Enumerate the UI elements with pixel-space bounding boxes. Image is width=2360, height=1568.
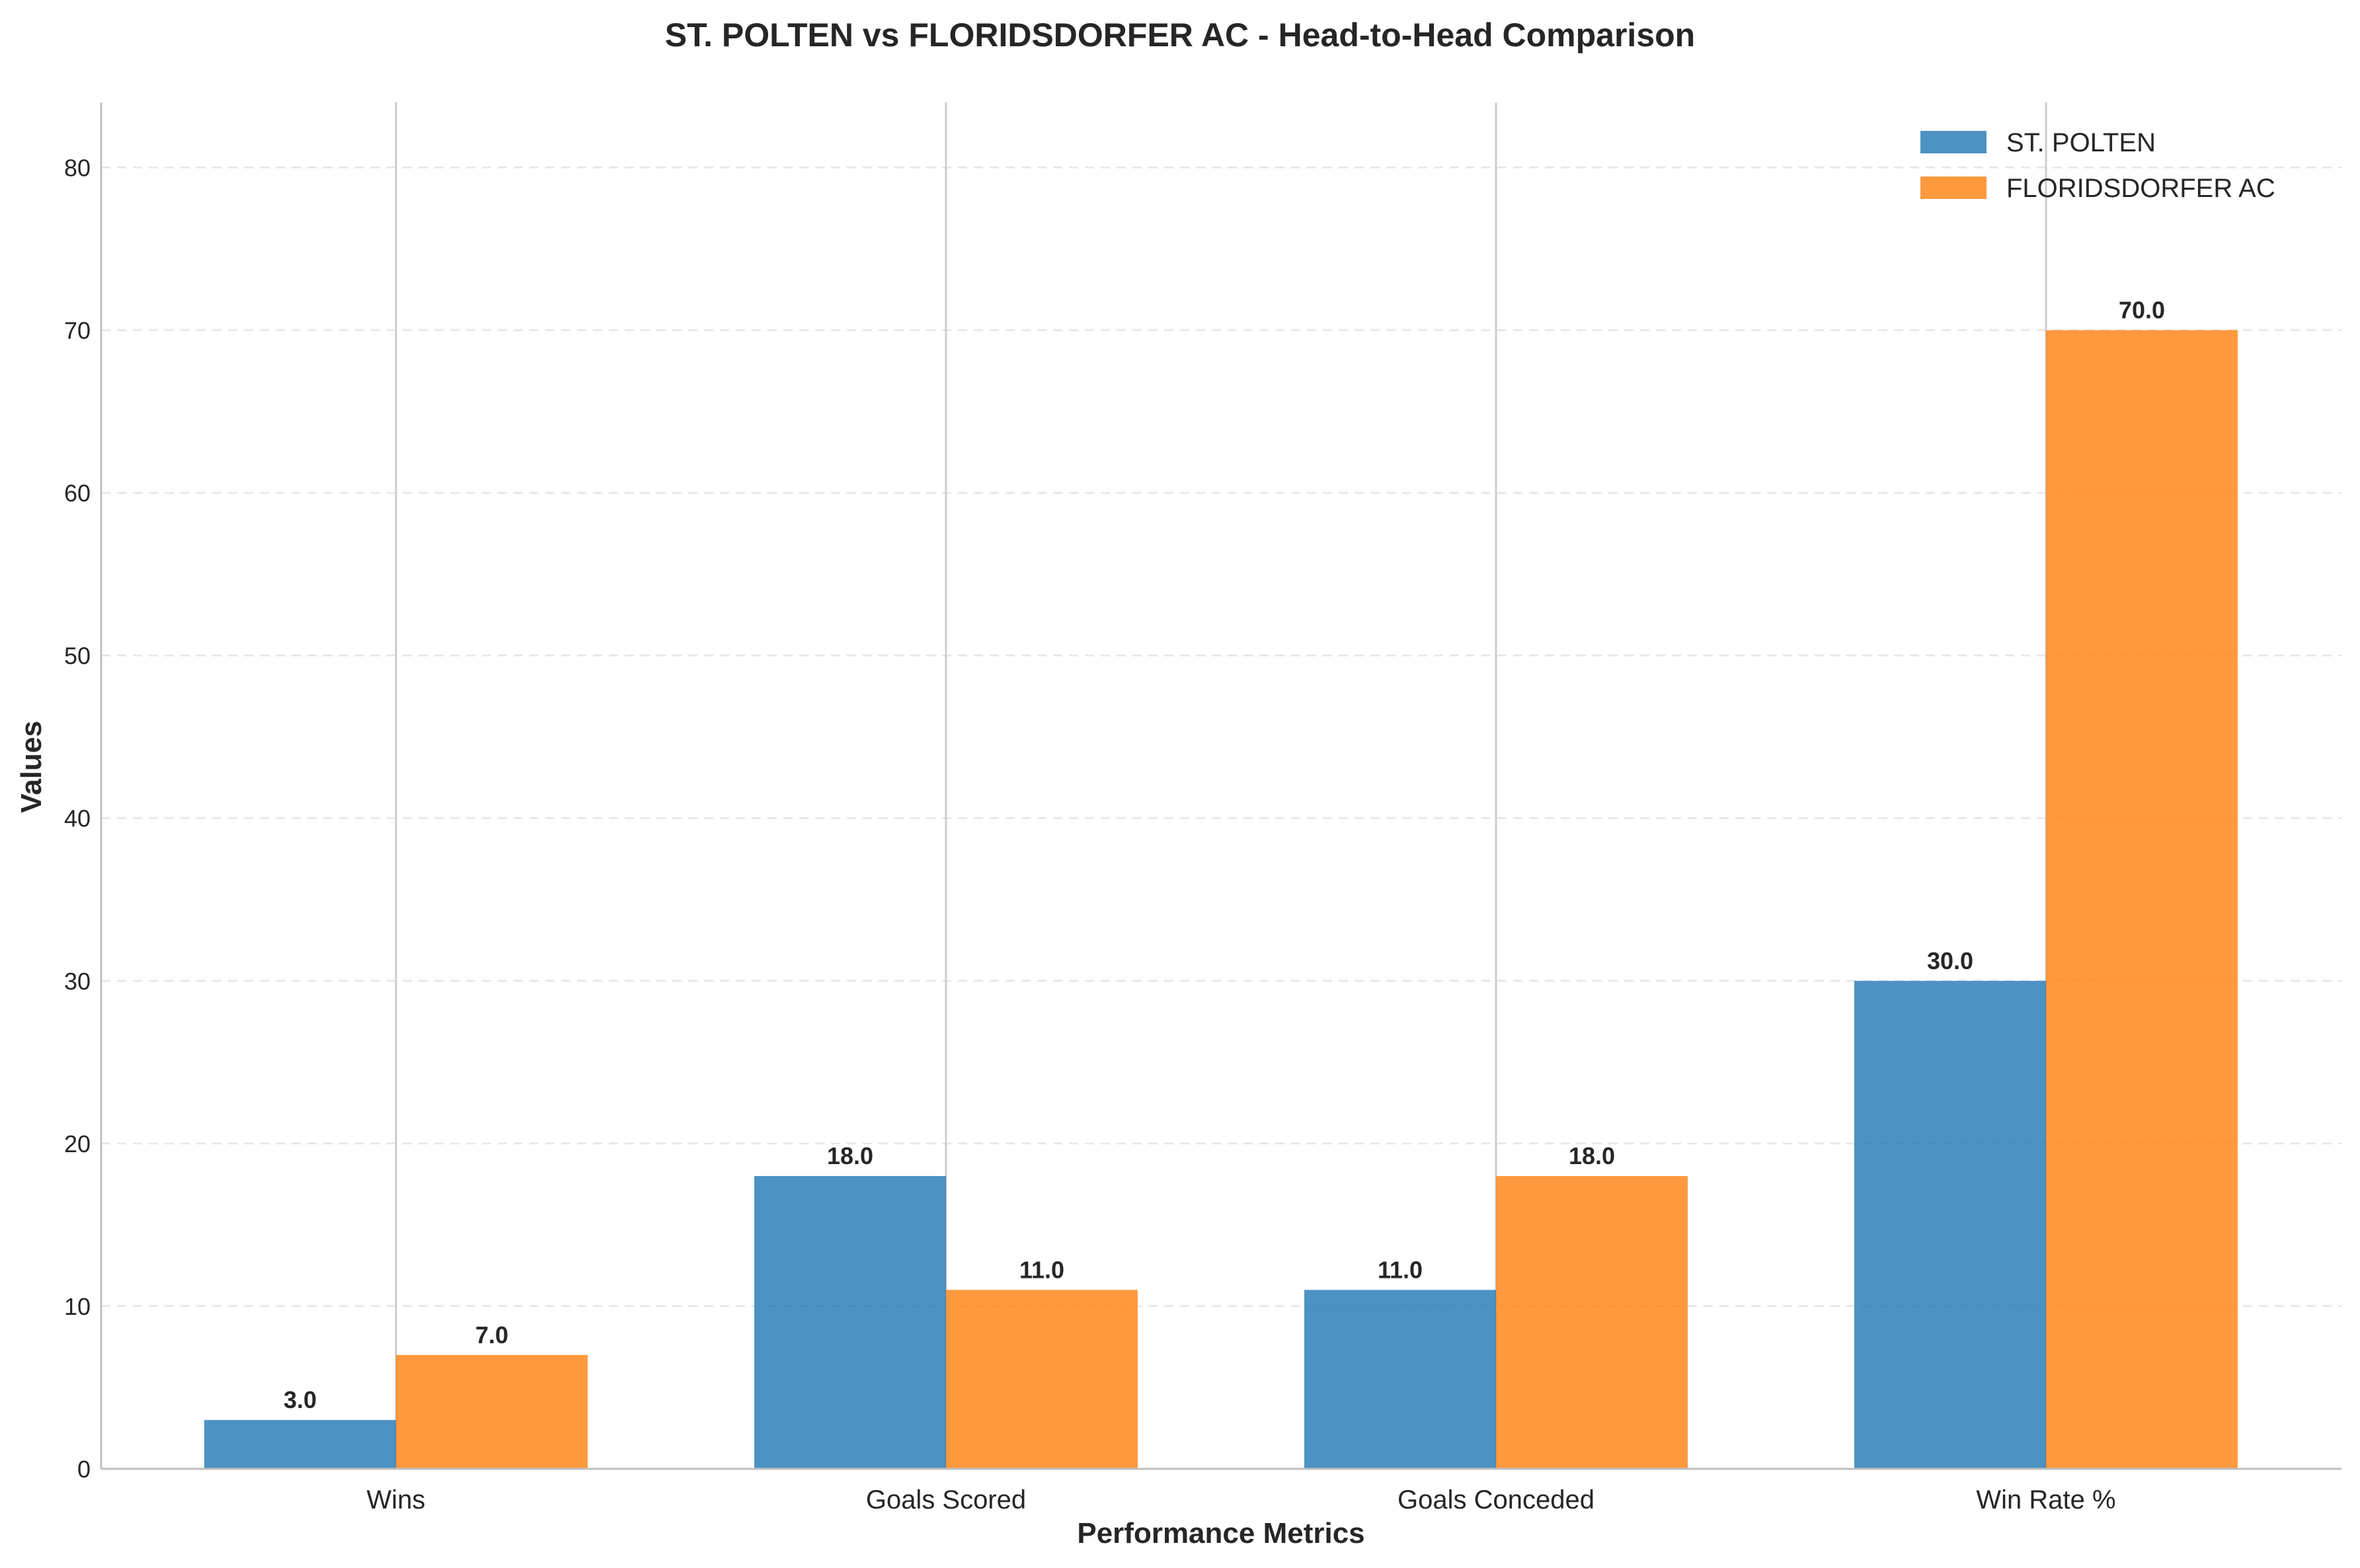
y-tick-label: 60: [64, 480, 91, 507]
bar-value-label: 11.0: [1019, 1256, 1064, 1283]
bar-value-label: 7.0: [475, 1321, 508, 1349]
bar: [204, 1420, 396, 1469]
value-labels: 3.0 7.0 18.0 11.0 11.0 18.0 30.0 70.0: [284, 297, 2165, 1414]
bar: [754, 1176, 946, 1469]
x-tick-label: Wins: [367, 1485, 426, 1514]
bar-value-label: 70.0: [2119, 297, 2165, 324]
y-axis-ticks: 0 10 20 30 40 50 60 70 80: [64, 154, 91, 1483]
y-tick-label: 70: [64, 317, 91, 344]
y-tick-label: 30: [64, 968, 91, 995]
legend-swatch: [1920, 131, 1986, 153]
grid: [101, 167, 2341, 1308]
y-tick-label: 40: [64, 805, 91, 832]
legend: ST. POLTEN FLORIDSDORFER AC: [1920, 128, 2275, 203]
x-axis-label: Performance Metrics: [1077, 1517, 1364, 1549]
bar: [396, 1354, 588, 1469]
axes: [100, 102, 2341, 1470]
bar-value-label: 11.0: [1378, 1256, 1423, 1283]
bars: [204, 330, 2238, 1469]
chart-title: ST. POLTEN vs FLORIDSDORFER AC - Head-to…: [665, 17, 1695, 54]
bar-value-label: 18.0: [827, 1142, 873, 1169]
legend-label: ST. POLTEN: [2006, 128, 2156, 157]
bar-value-label: 18.0: [1569, 1142, 1615, 1169]
y-tick-label: 0: [77, 1456, 91, 1483]
bar: [1496, 1176, 1688, 1469]
x-tick-label: Win Rate %: [1976, 1485, 2115, 1514]
legend-swatch: [1920, 176, 1986, 199]
legend-label: FLORIDSDORFER AC: [2006, 174, 2275, 203]
bar-value-label: 30.0: [1927, 947, 1973, 974]
y-tick-label: 50: [64, 643, 91, 670]
y-tick-label: 10: [64, 1293, 91, 1320]
x-tick-label: Goals Scored: [866, 1485, 1026, 1514]
bar: [946, 1290, 1138, 1469]
bar: [2046, 330, 2238, 1469]
y-tick-label: 80: [64, 154, 91, 181]
bar-value-label: 3.0: [284, 1386, 317, 1413]
y-tick-label: 20: [64, 1130, 91, 1157]
x-axis-ticks: Wins Goals Scored Goals Conceded Win Rate %: [367, 1485, 2116, 1514]
y-axis-label: Values: [15, 721, 48, 812]
x-tick-label: Goals Conceded: [1397, 1485, 1594, 1514]
bar: [1304, 1290, 1496, 1469]
bar: [1854, 980, 2046, 1469]
